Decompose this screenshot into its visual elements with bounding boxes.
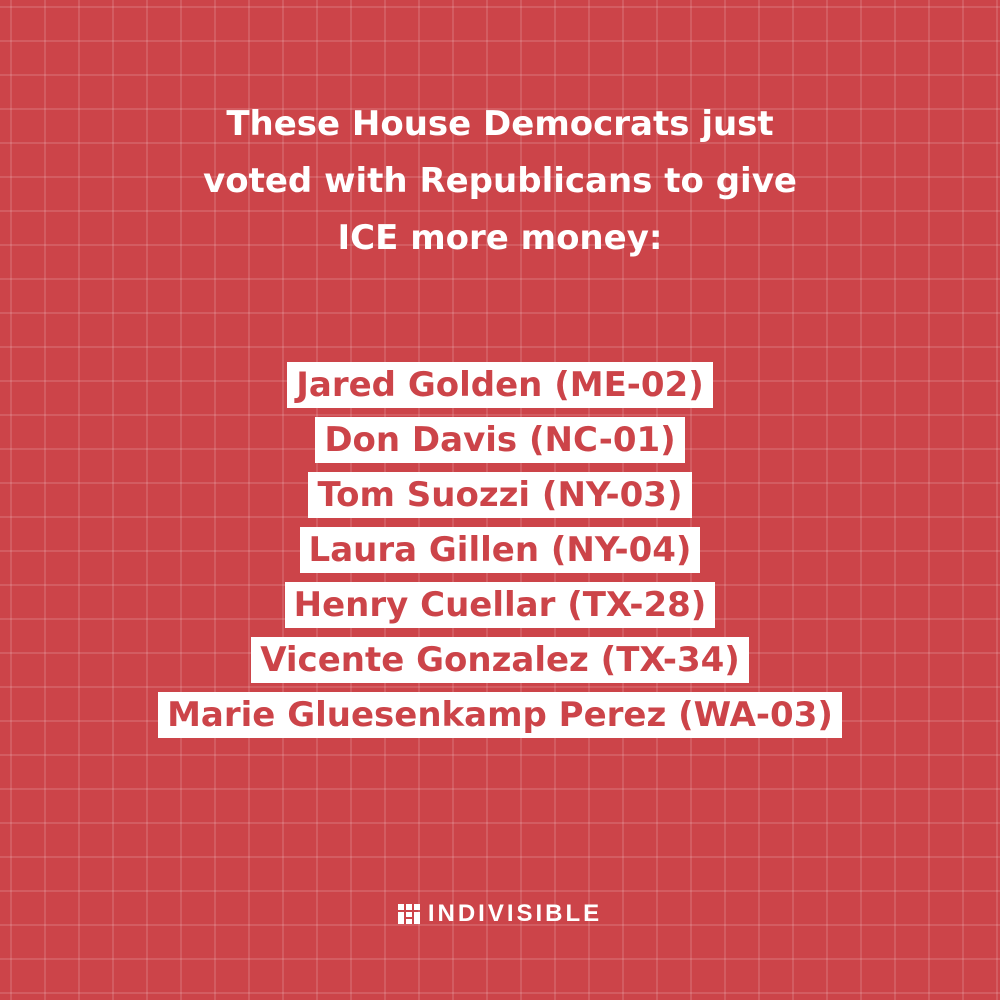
logo-icon — [397, 904, 420, 924]
name-label: Tom Suozzi (NY-03) — [308, 472, 692, 518]
name-label: Vicente Gonzalez (TX-34) — [251, 637, 749, 683]
name-label: Marie Gluesenkamp Perez (WA-03) — [158, 692, 842, 738]
logo-text: INDIVISIBLE — [427, 900, 603, 927]
name-list: Jared Golden (ME-02) Don Davis (NC-01) Tom… — [0, 362, 1000, 747]
title-line: ICE more money: — [337, 218, 663, 258]
title-line: These House Democrats just — [226, 104, 774, 144]
name-label: Laura Gillen (NY-04) — [299, 527, 701, 573]
logo: INDIVISIBLE — [0, 900, 1000, 928]
title: These House Democrats just voted with Rep… — [0, 96, 1000, 267]
name-label: Jared Golden (ME-02) — [287, 362, 713, 408]
title-line: voted with Republicans to give — [203, 161, 797, 201]
name-label: Don Davis (NC-01) — [315, 417, 685, 463]
name-label: Henry Cuellar (TX-28) — [284, 582, 716, 628]
